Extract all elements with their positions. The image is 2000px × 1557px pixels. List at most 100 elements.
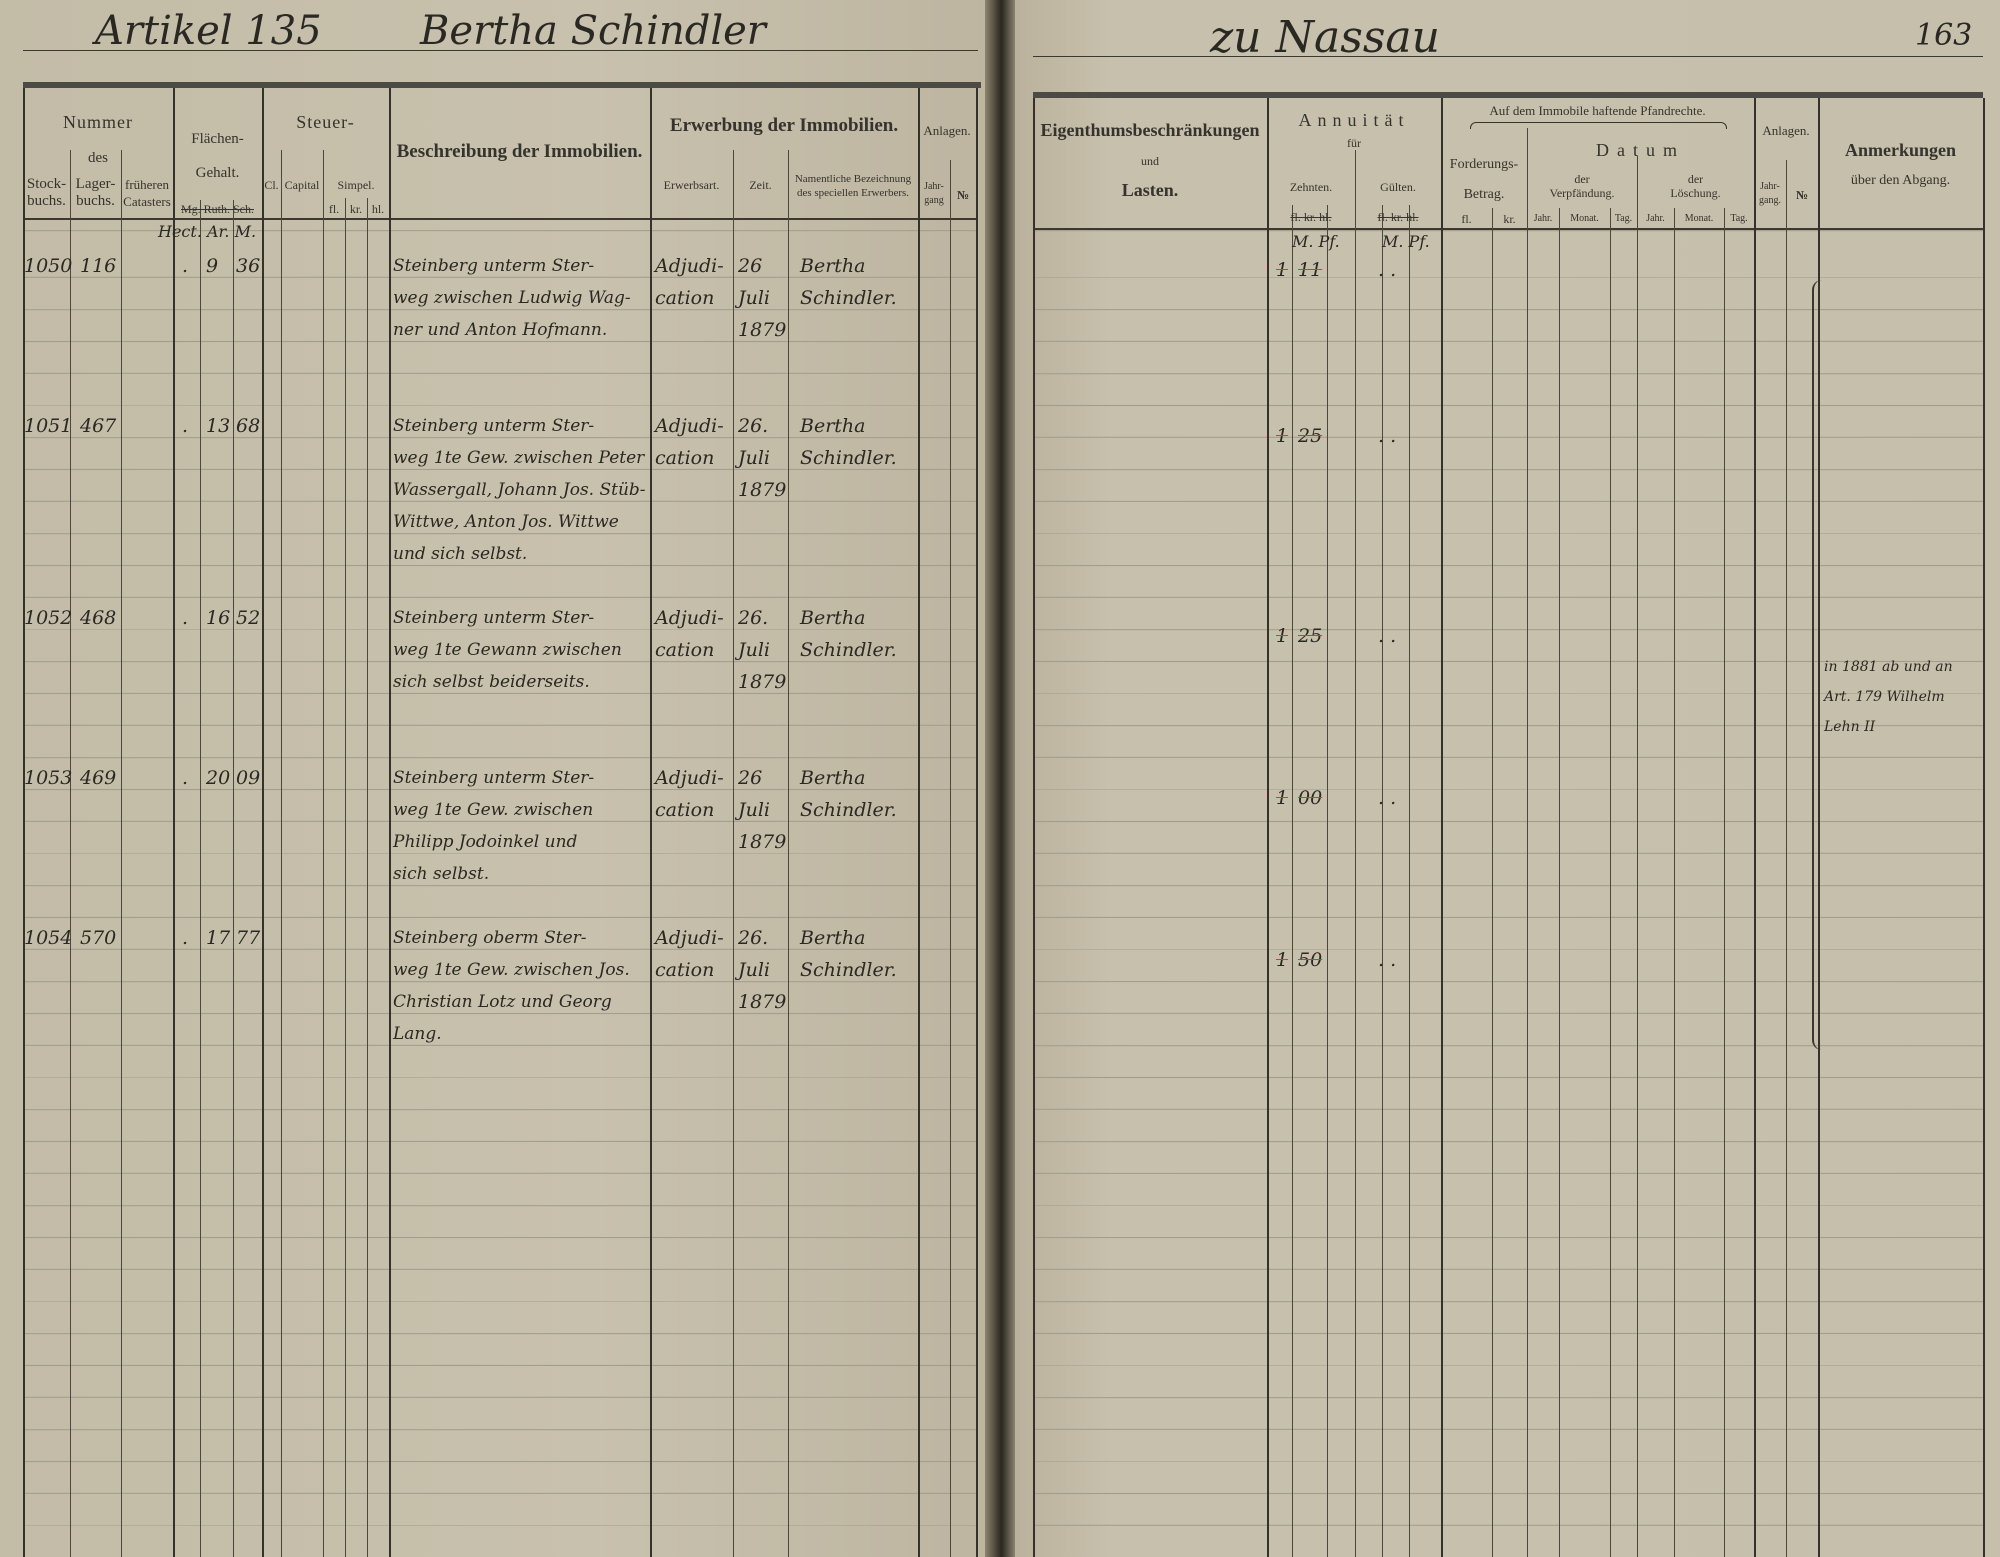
acquisition-date: 1879 [738, 671, 787, 693]
header-gulten: Gülten. [1380, 180, 1416, 194]
acquirer-name: Bertha [800, 255, 866, 277]
column-rule [950, 160, 951, 1557]
header-top-rule [23, 82, 981, 88]
header-tag: Tag. [1730, 213, 1748, 224]
acquisition-date: 1879 [738, 831, 787, 853]
header-jahr: Jahr. [1646, 213, 1665, 224]
description-line: Lang. [393, 1024, 442, 1044]
tithe-mark: 1 [1276, 425, 1289, 447]
acquisition-date: Juli [738, 639, 771, 661]
area-m: 68 [236, 415, 261, 437]
tithe-mark: 1 [1276, 949, 1289, 971]
column-rule [1409, 205, 1410, 1557]
description-line: weg 1te Gew. zwischen [393, 800, 594, 820]
acquirer-name: Bertha [800, 927, 866, 949]
acquirer-name: Bertha [800, 767, 866, 789]
column-rule [1754, 98, 1756, 1557]
acquisition-date: 1879 [738, 479, 787, 501]
remark-note: in 1881 ab und an Art. 179 Wilhelm Lehn … [1824, 659, 1953, 735]
header-fl: fl. [1461, 212, 1472, 226]
lager-number: 467 [80, 415, 117, 437]
header-bottom-rule [1033, 228, 1983, 230]
header-kr: kr. [1503, 212, 1516, 226]
area-m: 09 [236, 767, 261, 789]
article-heading: Artikel 135 [95, 8, 322, 54]
acquirer-name: Schindler. [800, 959, 897, 981]
acquisition-date: Juli [738, 959, 771, 981]
acquirer-name: Schindler. [800, 639, 897, 661]
column-rule [733, 150, 734, 1557]
annuity-units-handwritten: M. Pf. [1382, 232, 1430, 251]
column-rule [23, 88, 25, 1557]
gulten-value: . . [1378, 787, 1397, 809]
area-hectare: . [182, 927, 189, 949]
column-rule [367, 198, 368, 1557]
acquirer-name: Bertha [800, 415, 866, 437]
header-fuer: für [1347, 136, 1361, 150]
acquisition-type: cation [655, 287, 715, 309]
header-pfandrechte: Auf dem Immobile haftende Pfandrechte. [1489, 103, 1706, 118]
acquisition-type: Adjudi- [655, 927, 724, 949]
book-gutter [985, 0, 1015, 1557]
column-rule [976, 88, 978, 1557]
left-page [0, 0, 990, 1557]
acquisition-date: 26. [738, 607, 769, 629]
header-anmerkungen: Anmerkungen [1844, 140, 1956, 160]
header-eigenthum: Eigenthumsbeschränkungen [1040, 120, 1260, 140]
header-nummer: Nummer [63, 112, 133, 132]
column-rule [1355, 150, 1356, 1557]
description-line: weg 1te Gew. zwischen Jos. [393, 960, 630, 980]
header-monat: Monat. [1570, 213, 1599, 224]
header-annuitaet: Annuität [1298, 110, 1410, 130]
header-brace [1470, 122, 1727, 129]
header-bottom-rule [23, 218, 976, 220]
column-rule [1267, 98, 1269, 1557]
header-erwerbsart: Erwerbsart. [663, 178, 720, 192]
description-line: Christian Lotz und Georg [393, 992, 612, 1012]
acquisition-date: 26. [738, 927, 769, 949]
header-namentliche: Namentliche Bezeichnung des speciellen Er… [794, 173, 912, 199]
description-line: Steinberg unterm Ster- [393, 608, 595, 628]
description-line: weg zwischen Ludwig Wag- [393, 288, 631, 308]
header-und: und [1141, 154, 1159, 168]
column-rule [1786, 160, 1787, 1557]
column-rule [121, 150, 122, 1557]
header-zeit: Zeit. [749, 178, 772, 192]
stock-number: 1054 [24, 927, 73, 949]
tithe-pfennig: 11 [1298, 259, 1323, 281]
header-lagerbuchs: Lager-buchs. [75, 176, 116, 209]
area-ar: 16 [206, 607, 231, 629]
area-units-handwritten: Hect. Ar. M. [158, 222, 257, 241]
column-rule [389, 88, 391, 1557]
header-simpel: Simpel. [337, 178, 375, 192]
area-hectare: . [182, 767, 189, 789]
description-line: Philipp Jodoinkel und [393, 832, 578, 852]
header-simpel-hl: hl. [371, 202, 385, 216]
description-line: Steinberg oberm Ster- [393, 928, 587, 948]
column-rule [1559, 208, 1560, 1557]
description-line: sich selbst beiderseits. [393, 672, 590, 692]
column-rule [1674, 208, 1675, 1557]
ruled-lines [23, 230, 976, 1557]
header-frueheren: früheren Catasters [123, 177, 171, 209]
header-nr: № [956, 188, 970, 202]
header-zehnten-units: fl. kr. hl. [1290, 210, 1332, 224]
acquisition-date: 26 [738, 255, 763, 277]
area-ar: 20 [206, 767, 231, 789]
acquisition-type: cation [655, 639, 715, 661]
header-jahr: Jahr. [1533, 213, 1553, 224]
column-rule [70, 150, 71, 1557]
acquisition-date: 26 [738, 767, 763, 789]
lager-number: 570 [80, 927, 117, 949]
acquisition-date: 1879 [738, 991, 787, 1013]
acquirer-name: Bertha [800, 607, 866, 629]
header-lasten: Lasten. [1121, 180, 1179, 200]
stock-number: 1051 [24, 415, 73, 437]
header-des: des [88, 150, 108, 166]
description-line: Wassergall, Johann Jos. Stüb- [393, 480, 646, 500]
lager-number: 468 [80, 607, 117, 629]
area-ar: 17 [206, 927, 231, 949]
column-rule [1033, 98, 1035, 1557]
header-stockbuchs: Stock-buchs. [26, 176, 67, 209]
header-jahrgang: Jahr-gang [924, 181, 944, 206]
